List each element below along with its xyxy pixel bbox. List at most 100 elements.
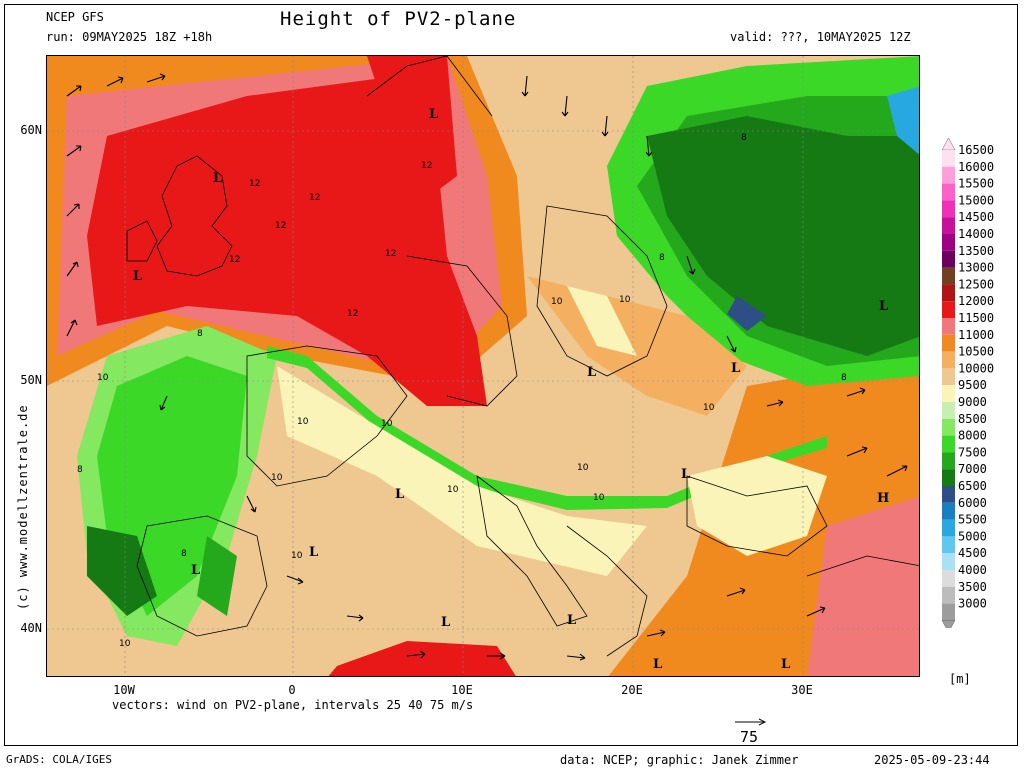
contour-label: 12 [421,161,432,171]
legend-swatch [942,284,955,302]
legend-label: 3000 [958,597,987,611]
legend-swatch [942,402,955,419]
legend-swatch [942,435,955,453]
legend-label: 13500 [958,244,994,258]
low-marker-10: L [191,563,200,578]
contour-label: 12 [347,309,358,319]
legend-label: 10500 [958,345,994,359]
weather-map: L L L L L L L L L L L L L L H 12 12 12 1… [46,55,920,677]
legend-label: 11500 [958,311,994,325]
high-marker-1: H [877,491,889,506]
legend-swatch [942,486,955,503]
legend-arrow-bottom [941,620,956,628]
legend-swatch [942,334,955,352]
footer-grads: GrADS: COLA/IGES [6,753,112,766]
low-marker-9: L [309,545,318,560]
contour-label: 8 [77,465,83,475]
field-yellow-3 [687,456,827,556]
run-info: run: 09MAY2025 18Z +18h [46,30,213,44]
valid-time: valid: ???, 10MAY2025 12Z [730,30,911,44]
contour-label: 12 [385,249,396,259]
legend-swatch [942,586,955,604]
footer-credits: data: NCEP; graphic: Janek Zimmer [560,753,799,767]
legend-label: 3500 [958,580,987,594]
legend-label: 8000 [958,429,987,443]
plot-frame [4,4,1018,746]
legend-swatch [942,250,955,268]
legend-swatch [942,234,955,251]
low-marker-12: L [567,613,576,628]
legend-label: 7000 [958,462,987,476]
contour-label: 8 [181,549,187,559]
contour-labels: 12 12 12 12 12 12 12 10 10 10 10 10 10 1… [77,133,847,649]
graticule [47,56,919,676]
lon-label-30e: 30E [791,683,813,697]
legend-swatch [942,217,955,234]
legend-label: 16000 [958,160,994,174]
contour-label: 10 [381,419,393,429]
low-marker-13: L [653,657,662,672]
legend-label: 9000 [958,395,987,409]
contour-label: 10 [119,639,131,649]
low-marker-2: L [133,269,142,284]
contour-label: 10 [297,417,309,427]
legend-label: 4000 [958,563,987,577]
legend-swatch [942,368,955,386]
field-iberia-green [197,536,237,616]
field-east-darkgreen [647,116,919,356]
low-marker-1: L [213,171,222,186]
lon-label-10e: 10E [451,683,473,697]
legend-swatch [942,536,955,554]
field-red-south [328,641,516,676]
legend-label: 11000 [958,328,994,342]
legend-label: 15500 [958,177,994,191]
footer-timestamp: 2025-05-09-23:44 [874,753,990,767]
map-canvas: L L L L L L L L L L L L L L H 12 12 12 1… [47,56,919,676]
contour-label: 8 [841,373,847,383]
legend-swatch [942,301,955,318]
legend-label: 14000 [958,227,994,241]
field-east-blue [727,296,767,331]
lat-label-60n: 60N [20,123,42,137]
low-marker-11: L [441,615,450,630]
contour-label: 10 [551,297,563,307]
watermark: (c) www.modellzentrale.de [16,404,30,610]
vectors-note: vectors: wind on PV2-plane, intervals 25… [112,698,474,712]
legend-swatch [942,570,955,587]
coastlines [126,56,919,657]
model-name: NCEP GFS [46,10,104,24]
reference-vector-arrow [735,718,767,726]
low-marker-4: L [587,365,596,380]
chart-title: Height of PV2-plane [280,8,517,30]
low-marker-3: L [429,107,438,122]
legend-label: 9500 [958,378,987,392]
contour-label: 10 [593,493,605,503]
pressure-centres: L L L L L L L L L L L L L L H [133,107,889,672]
contour-label: 8 [659,253,665,263]
contour-label: 12 [229,255,240,265]
legend-swatch [942,267,955,285]
field-west-darkgreen [87,526,157,616]
low-marker-6: L [879,299,888,314]
legend-label: 12500 [958,277,994,291]
legend-label: 12000 [958,294,994,308]
contour-label: 10 [271,473,283,483]
legend-label: 15000 [958,193,994,207]
field-red-core [87,76,487,406]
low-marker-8: L [395,487,404,502]
legend-swatch [942,553,955,570]
legend-label: 7500 [958,445,987,459]
color-legend: 16500 16000 15500 15000 14500 14000 13500 13000… [941,138,994,628]
legend-swatch [942,166,955,184]
legend-swatch [942,519,955,537]
legend-label: 14500 [958,210,994,224]
legend-arrow-top [941,138,956,151]
contour-label: 8 [197,329,203,339]
legend-swatch [942,351,955,369]
contour-label: 12 [309,193,320,203]
legend-units: [m] [949,672,971,686]
legend-swatch [942,200,955,218]
field-yellow-1 [277,366,647,576]
lon-label-0: 0 [288,683,296,697]
contour-label: 10 [577,463,589,473]
